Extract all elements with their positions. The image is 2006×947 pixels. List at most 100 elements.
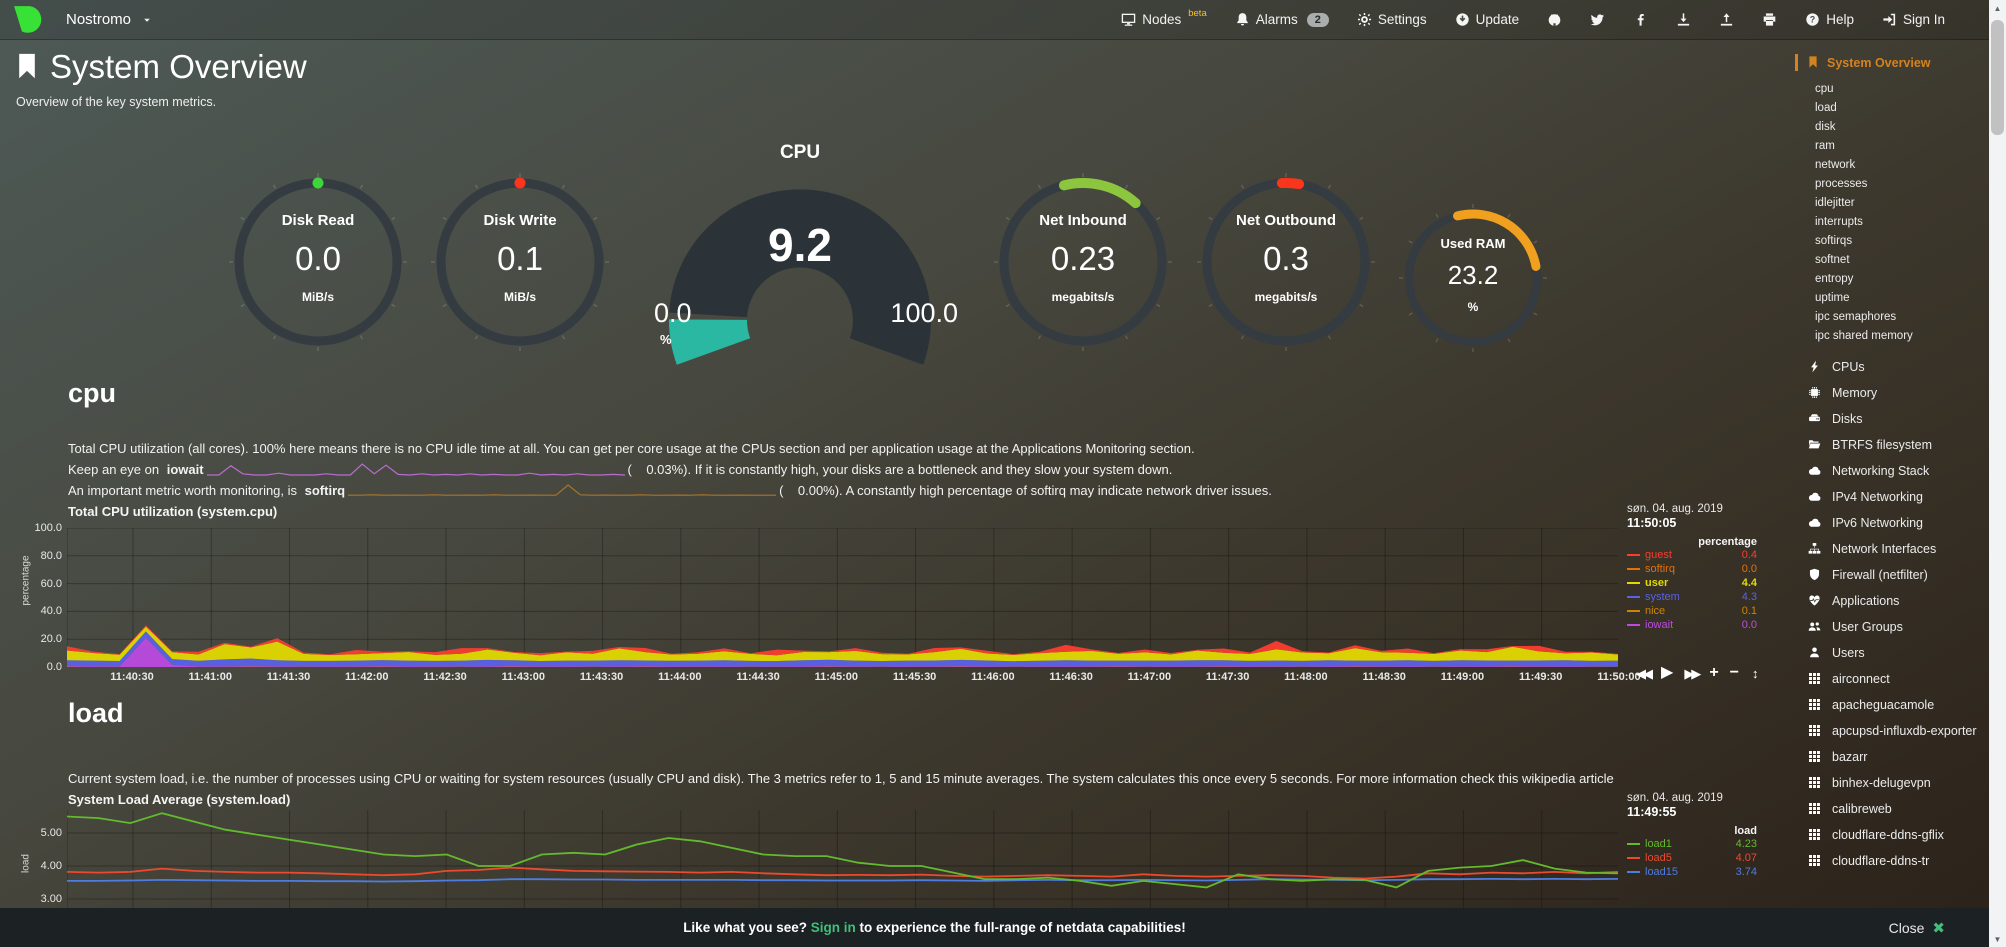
gauge-disk-read[interactable]: Disk Read 0.0 MiB/s [223,167,413,357]
sidebar-item-cloudflare-ddns-gflix[interactable]: cloudflare-ddns-gflix [1795,823,1989,849]
sidebar-item-ipv4-networking[interactable]: IPv4 Networking [1795,485,1989,511]
softirq-note-prefix: An important metric worth monitoring, is [68,483,301,498]
sidebar-item-btrfs-filesystem[interactable]: BTRFS filesystem [1795,433,1989,459]
sidebar-item-apacheguacamole[interactable]: apacheguacamole [1795,693,1989,719]
sidebar-item-calibreweb[interactable]: calibreweb [1795,797,1989,823]
microchip-icon [1807,386,1822,399]
sidebar-subitem-softnet[interactable]: softnet [1815,254,1850,266]
nav-item-print[interactable] [1748,12,1791,27]
pan-backward-button[interactable]: ◀◀ [1636,666,1653,681]
sidebar-subitem-network[interactable]: network [1815,159,1856,171]
node-selector[interactable]: Nostromo [0,3,152,36]
sidebar-item-networking-stack[interactable]: Networking Stack [1795,459,1989,485]
sidebar-active-label: System Overview [1827,56,1931,70]
sidebar-subitem-softirqs[interactable]: softirqs [1815,235,1853,247]
legend-date: søn. 04. aug. 2019 [1627,503,1723,515]
sidebar-subitem-interrupts[interactable]: interrupts [1815,216,1863,228]
x-tick-label: 11:46:00 [971,671,1015,683]
sidebar-item-ipv6-networking[interactable]: IPv6 Networking [1795,511,1989,537]
sign-in-link[interactable]: Sign in [810,920,856,935]
sidebar-item-cpus[interactable]: CPUs [1795,355,1989,381]
nav-item-alarms[interactable]: Alarms 2 [1221,12,1343,27]
legend-row-load5[interactable]: load5 4.07 [1627,851,1757,865]
nav-item-help[interactable]: ? Help [1791,12,1868,27]
sidebar-item-network-interfaces[interactable]: Network Interfaces [1795,537,1989,563]
gauge-label: Net Outbound [1236,212,1336,229]
legend-row-guest[interactable]: guest 0.4 [1627,548,1757,562]
legend-dash [1627,624,1640,626]
sidebar-item-system-overview[interactable]: System Overview [1795,52,1989,74]
gauge-used-ram[interactable]: Used RAM 23.2% [1397,202,1549,354]
nav-item-sign-in[interactable]: Sign In [1868,12,1959,27]
sidebar-item-memory[interactable]: Memory [1795,381,1989,407]
nav-item-github[interactable] [1533,12,1576,27]
legend-row-load15[interactable]: load15 3.74 [1627,865,1757,879]
gauge-label: Net Inbound [1039,212,1127,229]
close-banner-button[interactable]: Close ✖ [1889,919,1945,937]
sidebar-subitem-cpu[interactable]: cpu [1815,83,1834,95]
sidebar-item-label: Memory [1832,386,1878,400]
cpu-desc-line3: An important metric worth monitoring, is… [68,480,1608,501]
legend-row-iowait[interactable]: iowait 0.0 [1627,618,1757,632]
nav-item-nodes-label: Nodes [1142,12,1182,27]
gauge-cpu-min: 0.0 [654,298,692,328]
sidebar-subitem-ipc-shared-memory[interactable]: ipc shared memory [1815,330,1913,342]
nav-item-settings[interactable]: Settings [1343,12,1441,27]
sidebar-item-users[interactable]: Users [1795,641,1989,667]
sidebar-item-binhex-delugevpn[interactable]: binhex-delugevpn [1795,771,1989,797]
nav-item-facebook[interactable] [1619,12,1662,27]
legend-date: søn. 04. aug. 2019 [1627,792,1723,804]
play-button[interactable]: ▶ [1661,664,1674,681]
nav-item-download[interactable] [1662,12,1705,27]
sidebar-item-firewall-netfilter-[interactable]: Firewall (netfilter) [1795,563,1989,589]
sidebar-item-bazarr[interactable]: bazarr [1795,745,1989,771]
sidebar-subitem-idlejitter[interactable]: idlejitter [1815,197,1855,209]
legend-row-softirq[interactable]: softirq 0.0 [1627,562,1757,576]
beta-badge: beta [1188,8,1207,19]
sidebar-item-user-groups[interactable]: User Groups [1795,615,1989,641]
chart-resize-handle[interactable]: ↕ [1752,666,1759,681]
legend-row-user[interactable]: user 4.4 [1627,576,1757,590]
gauge-net-outbound[interactable]: Net Outbound 0.3 megabits/s [1191,167,1381,357]
nav-item-nodes[interactable]: Nodes beta [1107,8,1221,27]
netdata-logo-icon [10,3,43,36]
legend-row-system[interactable]: system 4.3 [1627,590,1757,604]
nav-item-twitter[interactable] [1576,12,1619,27]
sidebar-item-airconnect[interactable]: airconnect [1795,667,1989,693]
sidebar-item-applications[interactable]: Applications [1795,589,1989,615]
zoom-in-button[interactable]: + [1709,664,1719,681]
sidebar-subitem-load[interactable]: load [1815,102,1837,114]
nav-item-upload[interactable] [1705,12,1748,27]
gauge-net-inbound[interactable]: Net Inbound 0.23 megabits/s [988,167,1178,357]
page-scrollbar[interactable]: ▲ ▼ [1989,0,2006,947]
sidebar-subitem-uptime[interactable]: uptime [1815,292,1850,304]
legend-row-nice[interactable]: nice 0.1 [1627,604,1757,618]
gauge-cpu-unit: % [660,332,672,347]
sidebar-subitem-processes[interactable]: processes [1815,178,1868,190]
sidebar-subitem-disk[interactable]: disk [1815,121,1836,133]
zoom-out-button[interactable]: − [1729,664,1739,681]
sidebar-subitem-ram[interactable]: ram [1815,140,1835,152]
sidebar-item-apcupsd-influxdb-exporter[interactable]: apcupsd-influxdb-exporter [1795,719,1989,745]
scrollbar-thumb[interactable] [1991,20,2004,135]
nav-item-alarms-label: Alarms [1255,12,1298,27]
legend-dash [1627,596,1640,598]
legend-row-load1[interactable]: load1 4.23 [1627,837,1757,851]
gauge-cpu[interactable]: CPU 9.2 0.0 100.0% [640,138,960,365]
sidebar-item-cloudflare-ddns-tr[interactable]: cloudflare-ddns-tr [1795,849,1989,875]
pan-forward-button[interactable]: ▶▶ [1684,666,1701,681]
scrollbar-down-arrow[interactable]: ▼ [1993,934,2002,944]
sidebar-subitem-entropy[interactable]: entropy [1815,273,1854,285]
sidebar-item-disks[interactable]: Disks [1795,407,1989,433]
twitter-icon [1590,12,1605,27]
gauge-label: Used RAM [1440,236,1506,251]
gauge-cpu-title: CPU [779,142,821,163]
sidebar-item-label: IPv6 Networking [1832,516,1924,530]
cpu-chart-canvas[interactable] [67,528,1618,667]
load-chart-canvas[interactable] [67,810,1618,947]
nav-item-update[interactable]: Update [1441,12,1534,27]
sidebar-subitem-ipc-semaphores[interactable]: ipc semaphores [1815,311,1897,323]
gauge-unit: megabits/s [1254,290,1318,304]
gauge-disk-write[interactable]: Disk Write 0.1 MiB/s [425,167,615,357]
scrollbar-up-arrow[interactable]: ▲ [1993,3,2002,13]
